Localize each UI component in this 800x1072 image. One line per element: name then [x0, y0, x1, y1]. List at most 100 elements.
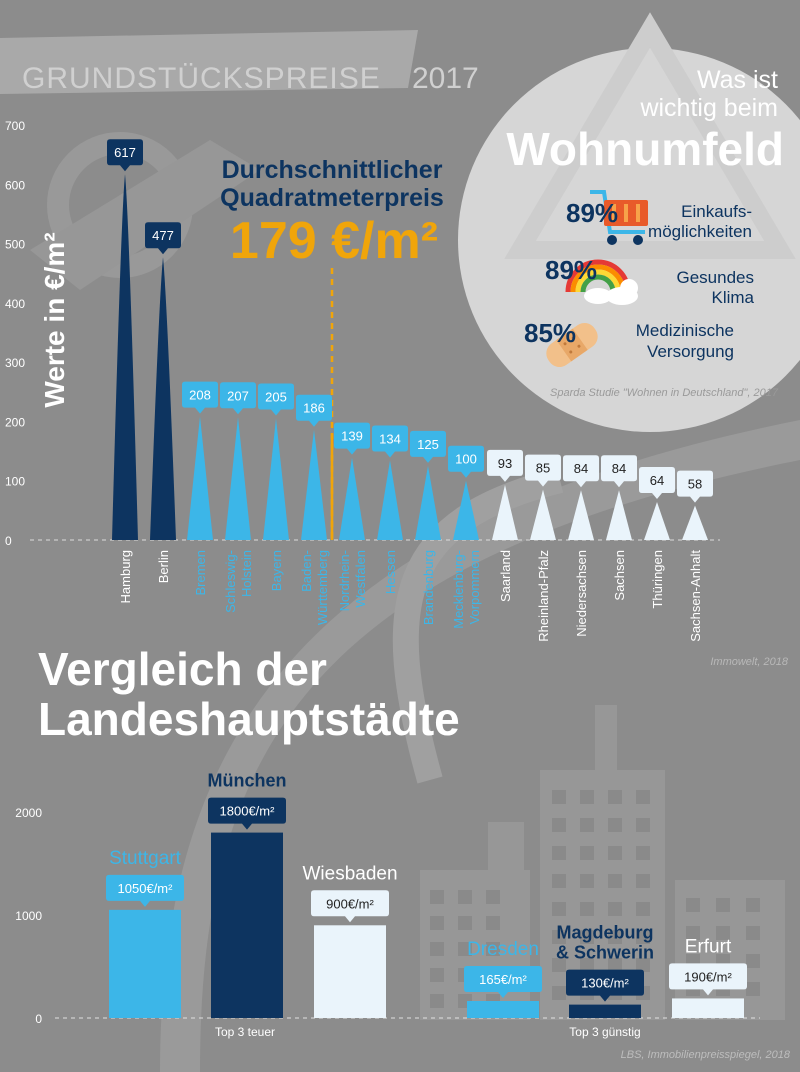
category-label: Vorpommern — [467, 550, 482, 624]
y-axis-label: Werte in €/m² — [39, 232, 70, 407]
chart-landeshauptstaedte: 0 1000 2000 1050€/m² Stuttgart 1800€/m² Münch… — [15, 771, 791, 1061]
data-label: 93 — [498, 456, 512, 471]
survey-warning-triangle-icon — [504, 12, 796, 259]
bar — [467, 1001, 539, 1018]
group-label-expensive: Top 3 teuer — [215, 1025, 275, 1039]
bar — [339, 457, 365, 540]
header-title: GRUNDSTÜCKSPREISE — [22, 62, 381, 95]
survey-item-line2: möglichkeiten — [648, 222, 752, 241]
value-label: 165€/m² — [479, 972, 527, 987]
data-label: 64 — [650, 473, 664, 488]
average-value: 179 €/m² — [230, 212, 438, 270]
data-label-bubble — [372, 425, 408, 458]
chart-grundstueckspreise: Werte in €/m² 0 100 200 300 400 500 600 700 617… — [5, 119, 789, 668]
data-label: 208 — [189, 388, 211, 403]
y-tick-label: 2000 — [15, 806, 42, 820]
data-label: 84 — [612, 461, 626, 476]
survey-item-climate: 89% Gesundes Klima — [545, 255, 755, 307]
category-label: Wiesbaden — [302, 863, 397, 884]
y-tick-label: 600 — [5, 178, 25, 192]
category-label: Württemberg — [315, 550, 330, 625]
value-label: 190€/m² — [684, 969, 732, 984]
bar — [492, 484, 518, 540]
data-label: 205 — [265, 389, 287, 404]
survey-title-line2: wichtig beim — [639, 94, 778, 122]
data-label-bubble — [334, 422, 370, 455]
group-label-cheap: Top 3 günstig — [569, 1025, 640, 1039]
y-tick-label: 200 — [5, 415, 25, 429]
category-label: Holstein — [239, 550, 254, 597]
y-tick-label: 0 — [5, 534, 12, 548]
data-label: 139 — [341, 429, 363, 444]
data-label: 100 — [455, 452, 477, 467]
category-label: Thüringen — [650, 550, 665, 609]
data-label: 84 — [574, 461, 588, 476]
data-label-bubble — [107, 139, 143, 172]
bar — [187, 416, 213, 540]
data-label-bubble — [639, 467, 675, 500]
survey-title-line1: Was ist — [697, 66, 778, 94]
survey-title-big: Wohnumfeld — [506, 123, 784, 175]
value-label: 900€/m² — [326, 896, 374, 911]
category-label: Hamburg — [118, 550, 133, 603]
survey-item-line1: Medizinische — [636, 321, 734, 340]
value-bubble — [566, 969, 644, 1002]
category-label: Berlin — [156, 550, 171, 583]
category-label: Baden- — [299, 550, 314, 592]
bar — [415, 465, 441, 540]
chart2-source: LBS, Immobilienpreisspiegel, 2018 — [621, 1049, 791, 1061]
value-label: 1800€/m² — [220, 804, 276, 819]
y-tick-label: 0 — [35, 1012, 42, 1026]
survey-item-pct: 89% — [566, 198, 618, 228]
category-label: Bayern — [269, 550, 284, 591]
average-label-line1: Durchschnittlicher — [222, 156, 443, 184]
survey-item-line2: Klima — [711, 288, 754, 307]
bandage-icon — [546, 323, 598, 367]
category-label: Magdeburg — [557, 923, 654, 943]
bar — [569, 1004, 641, 1018]
category-label: Stuttgart — [109, 848, 182, 869]
bar — [682, 505, 708, 540]
data-label-bubble — [296, 394, 332, 427]
data-label-bubble — [410, 430, 446, 463]
bar — [644, 502, 670, 540]
survey-item-line2: Versorgung — [647, 342, 734, 361]
y-tick-label: 100 — [5, 475, 25, 489]
category-label: Erfurt — [685, 936, 732, 957]
category-label: Nordrhein- — [337, 550, 352, 611]
survey-item-shopping: 89% Einkaufs- möglichkeiten — [566, 190, 752, 245]
bar — [530, 489, 556, 540]
y-tick-label: 700 — [5, 119, 25, 133]
y-tick-label: 1000 — [15, 909, 42, 923]
bar — [453, 480, 479, 540]
section-title-line2: Landeshauptstädte — [38, 693, 460, 745]
y-tick-label: 500 — [5, 238, 25, 252]
bar — [568, 490, 594, 540]
bar — [225, 417, 251, 540]
data-label-bubble — [563, 455, 599, 488]
shopping-cart-icon — [590, 190, 648, 245]
data-label-bubble — [677, 470, 713, 503]
category-label: Hessen — [383, 550, 398, 594]
chart1-source: Immowelt, 2018 — [710, 656, 789, 668]
value-bubble — [464, 966, 542, 999]
bar — [377, 460, 403, 540]
category-label: Bremen — [193, 550, 208, 596]
data-label: 477 — [152, 228, 174, 243]
bar — [301, 429, 327, 540]
average-label-line2: Quadratmeterpreis — [220, 184, 444, 212]
survey-item-pct: 85% — [524, 318, 576, 348]
rainbow-icon — [565, 259, 638, 305]
category-label: Sachsen-Anhalt — [688, 550, 703, 642]
data-label: 617 — [114, 145, 136, 160]
data-label-bubble — [220, 382, 256, 415]
value-bubble — [106, 874, 184, 907]
survey-item-medical: 85% Medizinische Versorgung — [524, 318, 734, 367]
category-label: & Schwerin — [556, 943, 654, 963]
bar — [314, 925, 386, 1018]
value-bubble — [208, 797, 286, 830]
data-label-bubble — [448, 445, 484, 478]
category-label: Westfalen — [353, 550, 368, 608]
data-label: 134 — [379, 432, 401, 447]
